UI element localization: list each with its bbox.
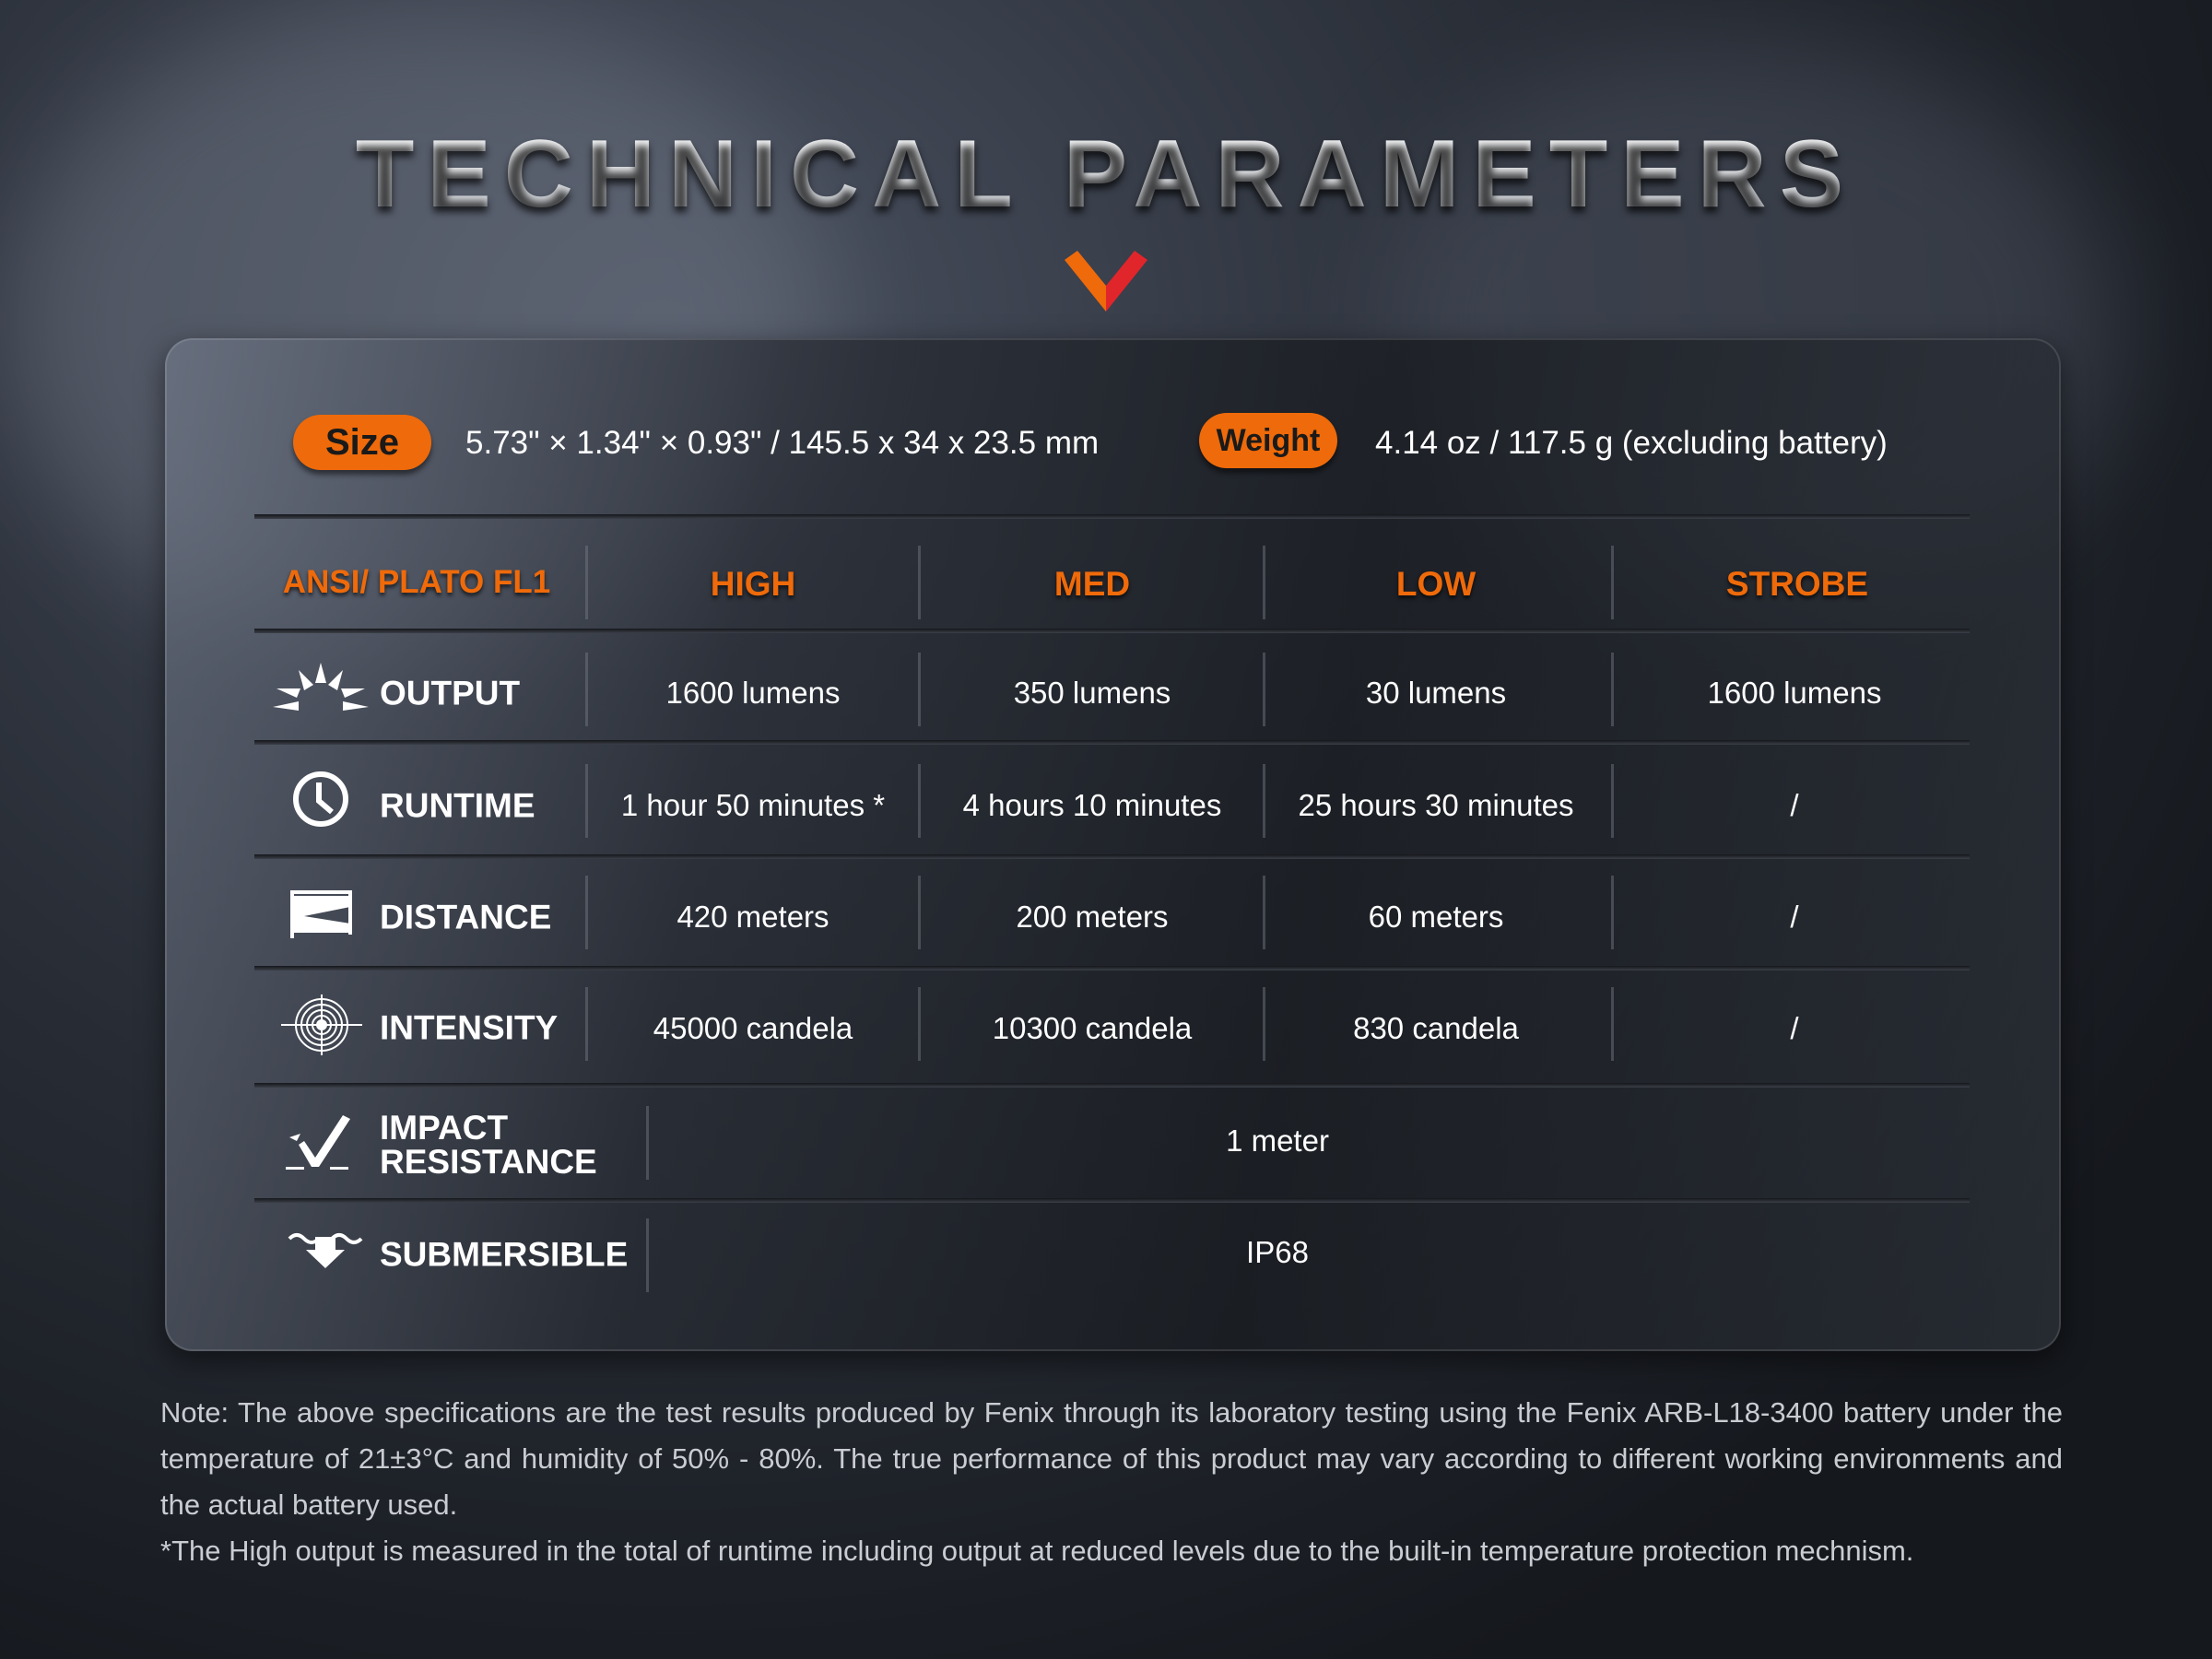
column-divider [1263, 876, 1265, 949]
column-divider [918, 876, 921, 949]
divider [254, 514, 1970, 519]
impact-check-icon [286, 1115, 350, 1170]
column-divider [585, 876, 588, 949]
column-divider [1263, 653, 1265, 726]
weight-badge: Weight [1199, 413, 1337, 468]
column-divider [918, 764, 921, 838]
column-divider [585, 764, 588, 838]
row-label-impact-line2: RESISTANCE [380, 1143, 597, 1181]
footnote-text: Note: The above specifications are the t… [160, 1396, 2063, 1521]
submersible-value: IP68 [1246, 1235, 1309, 1269]
table-cell: 420 meters [677, 900, 830, 934]
table-cell: / [1790, 788, 1799, 822]
header-high: HIGH [710, 565, 796, 603]
row-label-output: OUTPUT [380, 674, 521, 712]
impact-value: 1 meter [1226, 1124, 1329, 1158]
table-cell: 350 lumens [1013, 676, 1171, 710]
sun-rays-icon [273, 663, 369, 711]
page-title: TECHNICAL PARAMETERS [0, 120, 2212, 229]
target-icon [281, 994, 362, 1055]
row-label-impact-line1: IMPACT [380, 1109, 509, 1147]
table-cell: 1600 lumens [1707, 676, 1882, 710]
row-label-intensity: INTENSITY [380, 1008, 559, 1047]
size-value: 5.73" × 1.34" × 0.93" / 145.5 x 34 x 23.… [465, 425, 1100, 461]
table-cell: 60 meters [1368, 900, 1504, 934]
column-divider [1611, 764, 1614, 838]
column-divider [1263, 764, 1265, 838]
header-med: MED [1053, 565, 1131, 603]
table-cell: / [1790, 1011, 1799, 1045]
column-divider [1611, 876, 1614, 949]
column-divider [1611, 987, 1614, 1061]
footnote-asterisk: *The High output is measured in the tota… [160, 1535, 1914, 1567]
table-cell: 25 hours 30 minutes [1298, 788, 1574, 822]
table-cell: 1600 lumens [665, 676, 841, 710]
table-cell: / [1790, 900, 1799, 934]
divider [254, 854, 1970, 859]
column-divider [585, 653, 588, 726]
column-divider [1611, 546, 1614, 619]
row-label-submersible: SUBMERSIBLE [380, 1235, 629, 1274]
column-divider [1263, 546, 1265, 619]
column-divider [1263, 987, 1265, 1061]
divider [254, 629, 1970, 633]
table-cell: 200 meters [1016, 900, 1169, 934]
column-divider [918, 987, 921, 1061]
table-cell: 4 hours 10 minutes [962, 788, 1222, 822]
column-divider [585, 987, 588, 1061]
distance-beam-icon [290, 890, 352, 938]
table-cell: 30 lumens [1365, 676, 1507, 710]
column-divider [918, 653, 921, 726]
divider [254, 966, 1970, 971]
clock-icon [293, 771, 348, 827]
submersible-arrow-icon [288, 1233, 363, 1268]
divider [254, 740, 1970, 745]
table-cell: 45000 candela [653, 1011, 853, 1045]
row-label-runtime: RUNTIME [380, 786, 535, 825]
divider [254, 1198, 1970, 1203]
header-standard: ANSI/ PLATO FL1 [282, 564, 551, 600]
column-divider [918, 546, 921, 619]
table-cell: 1 hour 50 minutes * [620, 788, 886, 822]
column-divider [646, 1218, 649, 1292]
header-strobe: STROBE [1725, 565, 1869, 603]
row-label-impact: IMPACT RESISTANCE [380, 1111, 597, 1179]
header-low: LOW [1395, 565, 1477, 603]
column-divider [585, 546, 588, 619]
table-cell: 10300 candela [992, 1011, 1193, 1045]
chevron-down-icon [1065, 251, 1147, 312]
size-badge: Size [293, 415, 431, 470]
column-divider [1611, 653, 1614, 726]
column-divider [646, 1106, 649, 1180]
row-label-distance: DISTANCE [380, 898, 552, 936]
divider [254, 1083, 1970, 1088]
spec-panel [165, 338, 2061, 1351]
footnote: Note: The above specifications are the t… [160, 1390, 2063, 1574]
weight-value: 4.14 oz / 117.5 g (excluding battery) [1375, 425, 1888, 461]
table-cell: 830 candela [1353, 1011, 1519, 1045]
